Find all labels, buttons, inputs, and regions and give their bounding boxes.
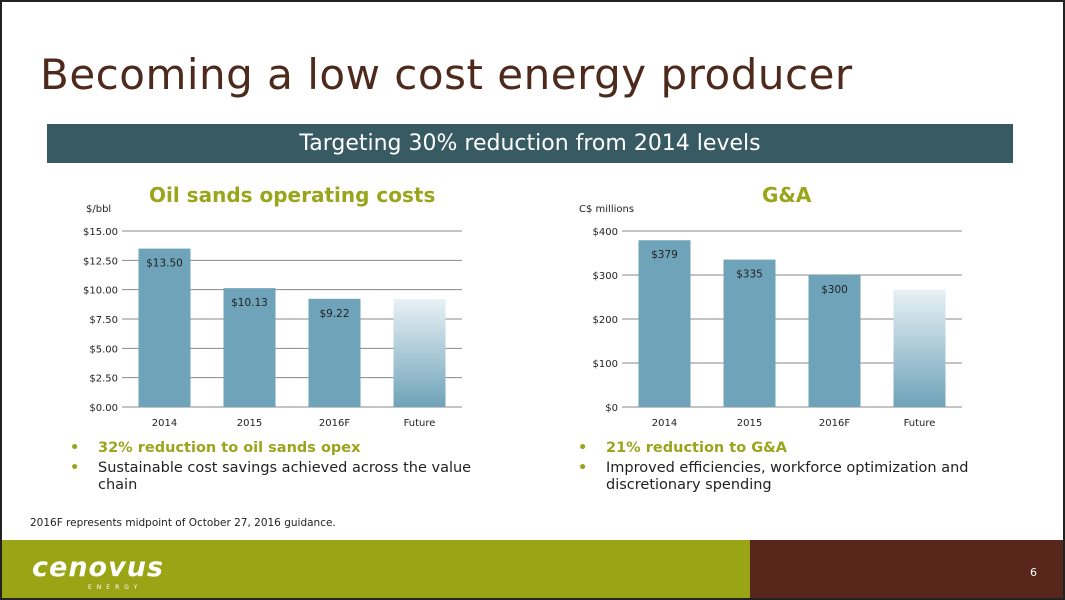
bullet-item: • Improved efficiencies, workforce optimi… bbox=[570, 460, 1000, 494]
bullet-text: Sustainable cost savings achieved across… bbox=[98, 460, 472, 493]
data-label: $300 bbox=[821, 284, 848, 296]
y-tick-label: $0 bbox=[605, 403, 618, 414]
ga-chart-title: G&A bbox=[762, 183, 812, 207]
y-tick-label: $200 bbox=[593, 315, 618, 326]
x-tick-label: 2014 bbox=[152, 418, 177, 429]
bullet-dot: • bbox=[70, 460, 80, 476]
bullet-item: • 32% reduction to oil sands opex bbox=[62, 440, 502, 457]
cenovus-logo-subtext: ENERGY bbox=[88, 584, 143, 591]
bar-2016f bbox=[808, 275, 861, 407]
footer-bar: cenovus ENERGY 6 bbox=[2, 540, 1063, 598]
y-tick-label: $300 bbox=[593, 271, 618, 282]
bullet-dot: • bbox=[578, 460, 588, 476]
ga-bullets: • 21% reduction to G&A • Improved efficien… bbox=[570, 440, 1000, 497]
footer-brown-band bbox=[750, 540, 1063, 598]
oil-sands-opex-chart: $0.00 $2.50 $5.00 $7.50 $10.00 $12.50 $15.00 $1… bbox=[83, 227, 462, 429]
bullet-dot: • bbox=[578, 440, 588, 456]
bullet-text: Improved efficiencies, workforce optimiz… bbox=[606, 460, 969, 493]
y-tick-label: $400 bbox=[593, 227, 618, 238]
bar-future bbox=[393, 299, 446, 407]
ga-chart: $0 $100 $200 $300 $400 $379 2014 $335 2015 $300 20… bbox=[593, 227, 962, 429]
y-tick-label: $0.00 bbox=[89, 403, 118, 414]
y-tick-label: $12.50 bbox=[83, 256, 118, 267]
y-tick-label: $10.00 bbox=[83, 286, 118, 297]
page-number: 6 bbox=[1030, 566, 1037, 579]
x-tick-label: 2014 bbox=[652, 418, 677, 429]
footnote: 2016F represents midpoint of October 27,… bbox=[30, 517, 336, 529]
data-label: $335 bbox=[736, 269, 763, 281]
oil-sands-chart-title: Oil sands operating costs bbox=[149, 183, 436, 207]
bar-2014 bbox=[638, 240, 691, 407]
x-tick-label: 2016F bbox=[319, 418, 350, 429]
bullet-text: 32% reduction to oil sands opex bbox=[98, 440, 361, 456]
target-banner: Targeting 30% reduction from 2014 levels bbox=[47, 124, 1013, 163]
bullet-text: 21% reduction to G&A bbox=[606, 440, 787, 456]
bar-2015 bbox=[223, 288, 276, 407]
bullet-item: • Sustainable cost savings achieved acros… bbox=[62, 460, 502, 494]
bullet-dot: • bbox=[70, 440, 80, 456]
data-label: $10.13 bbox=[231, 297, 268, 309]
bar-2016f bbox=[308, 298, 361, 407]
bar-2015 bbox=[723, 259, 776, 407]
y-tick-label: $7.50 bbox=[89, 315, 118, 326]
data-label: $379 bbox=[651, 249, 678, 261]
oil-sands-bullets: • 32% reduction to oil sands opex • Sustai… bbox=[62, 440, 502, 497]
x-tick-label: Future bbox=[404, 418, 436, 429]
bar-future bbox=[893, 289, 946, 407]
x-tick-label: 2015 bbox=[737, 418, 762, 429]
oil-sands-unit-label: $/bbl bbox=[86, 204, 112, 215]
bullet-item: • 21% reduction to G&A bbox=[570, 440, 1000, 457]
y-tick-label: $100 bbox=[593, 359, 618, 370]
y-tick-label: $5.00 bbox=[89, 344, 118, 355]
slide-title: Becoming a low cost energy producer bbox=[40, 50, 853, 99]
data-label: $13.50 bbox=[146, 258, 183, 270]
x-tick-label: Future bbox=[904, 418, 936, 429]
x-tick-label: 2016F bbox=[819, 418, 850, 429]
x-tick-label: 2015 bbox=[237, 418, 262, 429]
cenovus-logo: cenovus bbox=[32, 552, 164, 583]
footer-green-band bbox=[2, 540, 750, 598]
ga-unit-label: C$ millions bbox=[579, 204, 635, 215]
bar-2014 bbox=[138, 248, 191, 407]
y-tick-label: $15.00 bbox=[83, 227, 118, 238]
data-label: $9.22 bbox=[319, 308, 349, 320]
y-tick-label: $2.50 bbox=[89, 374, 118, 385]
